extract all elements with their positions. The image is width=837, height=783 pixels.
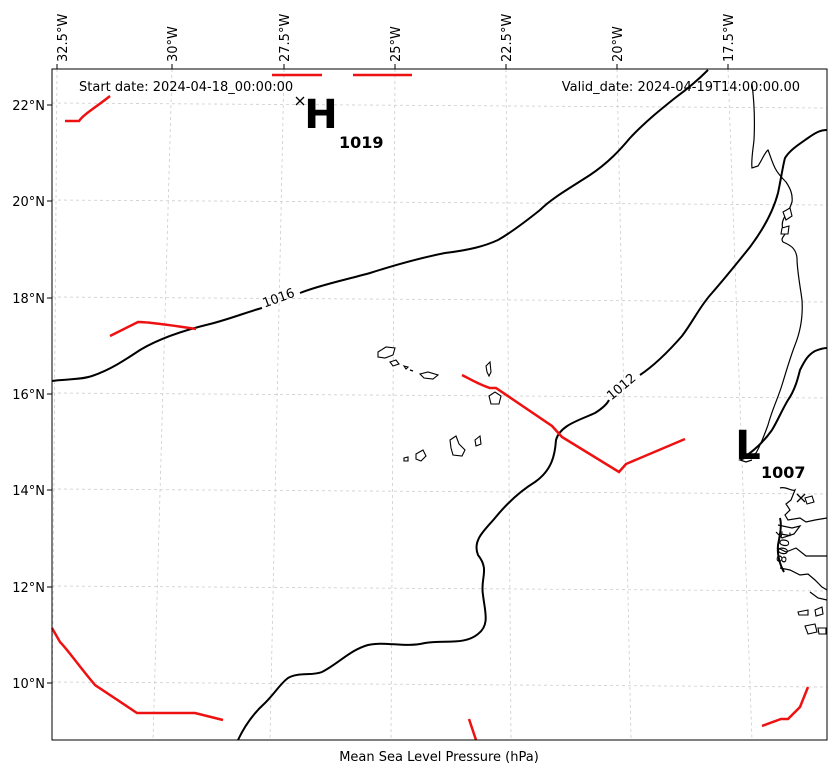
coastal-island	[780, 225, 790, 235]
high-pressure-center: H 1019	[295, 92, 384, 152]
coastal-island	[817, 627, 827, 635]
coastal-island	[814, 606, 824, 617]
isobar-1008	[742, 347, 828, 459]
brava-island	[403, 456, 409, 462]
lon-label: 20°W	[611, 26, 626, 62]
parallel-line	[51, 488, 828, 495]
map-caption: Mean Sea Level Pressure (hPa)	[339, 750, 539, 765]
lat-label: 18°N	[12, 292, 45, 307]
low-center-marker	[796, 493, 806, 503]
maio-island	[474, 434, 482, 447]
fronts	[50, 73, 810, 741]
santiago-island	[449, 435, 466, 457]
meridian-line	[727, 68, 753, 741]
front-line	[461, 373, 686, 474]
africa-coastline	[738, 83, 803, 463]
coastal-island	[797, 609, 809, 616]
lon-label: 30°W	[166, 26, 181, 62]
isobar-label-1008: 1008	[772, 529, 793, 564]
parallel-line	[51, 102, 828, 109]
lon-label: 32.5°W	[56, 14, 71, 62]
low-pressure-center: L 1007	[735, 423, 806, 503]
isobar-labels: 1016 1012 1008	[261, 286, 793, 564]
meridian-line	[269, 68, 285, 741]
front-line	[65, 95, 111, 123]
coastline	[738, 83, 828, 635]
lat-label: 22°N	[12, 99, 45, 114]
senegal-coastline	[775, 486, 828, 601]
graticule	[51, 68, 828, 741]
parallel-line	[51, 296, 828, 303]
lat-label: 20°N	[12, 195, 45, 210]
coastal-island	[804, 623, 818, 635]
santo-antao-island	[377, 346, 396, 359]
isobar-1012	[237, 129, 828, 741]
start-date-label: Start date: 2024-04-18_00:00:00	[79, 80, 293, 95]
sao-nicolau-island	[418, 371, 440, 380]
meridian-line	[505, 68, 512, 741]
sao-vicente-island	[389, 359, 400, 367]
lon-label: 27.5°W	[278, 14, 293, 62]
islet-mark	[409, 369, 414, 372]
parallel-line	[51, 585, 828, 592]
lon-label: 17.5°W	[722, 14, 737, 62]
lat-label: 12°N	[12, 581, 45, 596]
lat-label: 14°N	[12, 484, 45, 499]
parallel-line	[51, 392, 828, 399]
front-line	[467, 718, 478, 741]
isobar-label-1016: 1016	[261, 286, 297, 311]
cape-verde-islands	[377, 346, 502, 462]
front-line	[50, 627, 224, 722]
low-value: 1007	[761, 463, 806, 482]
map-frame	[51, 68, 828, 741]
coastal-island	[804, 495, 815, 505]
fogo-island	[415, 449, 427, 462]
meridian-line	[152, 68, 173, 741]
high-value: 1019	[339, 133, 384, 152]
isobar-1008-segment	[776, 517, 785, 573]
coastal-island	[782, 207, 793, 221]
low-letter: L	[735, 423, 761, 469]
valid-date-label: Valid_date: 2024-04-19T14:00:00.00	[562, 80, 800, 95]
santa-luzia-island	[402, 365, 410, 370]
lon-label: 25°W	[389, 26, 404, 62]
parallel-line	[51, 681, 828, 688]
boa-vista-island	[488, 391, 502, 405]
sal-island	[485, 360, 492, 378]
isobar-label-1012: 1012	[604, 371, 639, 404]
isobars	[51, 69, 828, 741]
meridian-line	[51, 68, 58, 741]
high-center-marker	[295, 96, 305, 106]
meridian-line	[390, 68, 396, 741]
longitude-labels: 32.5°W 30°W 27.5°W 25°W 22.5°W 20°W 17.5…	[56, 14, 737, 62]
front-line	[761, 686, 810, 728]
tick-marks	[47, 64, 729, 684]
high-letter: H	[304, 92, 337, 138]
lat-label: 16°N	[12, 388, 45, 403]
lat-label: 10°N	[12, 677, 45, 692]
lon-label: 22.5°W	[500, 14, 515, 62]
isobar-1016	[51, 69, 709, 382]
front-line	[109, 320, 197, 338]
meridian-line	[616, 68, 632, 741]
latitude-labels: 22°N 20°N 18°N 16°N 14°N 12°N 10°N	[12, 99, 45, 692]
